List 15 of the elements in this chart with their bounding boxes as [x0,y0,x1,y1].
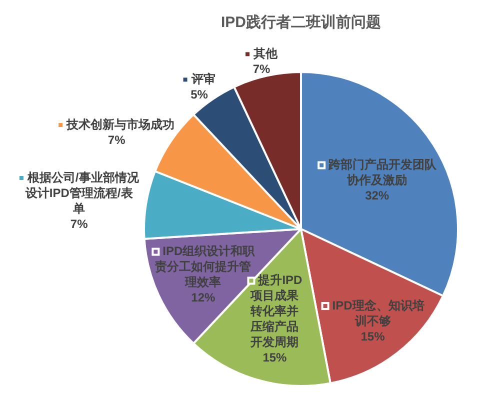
legend-label: IPD理念、知识培训不够 [332,298,424,328]
legend-label: 技术创新与市场成功 [66,117,175,132]
data-label: 15% [360,329,386,344]
legend-label: 其他 [252,46,279,60]
chart-title: IPD践行者二班训前问题 [220,14,382,32]
legend-label: 根据公司/事业部情况设计IPD管理流程/表单 [24,170,140,216]
legend-label: 跨部门产品开发团队协作及激励 [328,158,438,188]
data-label: 32% [365,188,390,203]
data-label: 7% [252,62,271,76]
data-label: 12% [191,290,216,305]
data-label: 7% [108,132,126,147]
data-label: 7% [70,216,88,231]
data-label: 5% [190,87,208,102]
legend-label: 评审 [190,72,216,86]
data-label: 15% [262,350,288,365]
